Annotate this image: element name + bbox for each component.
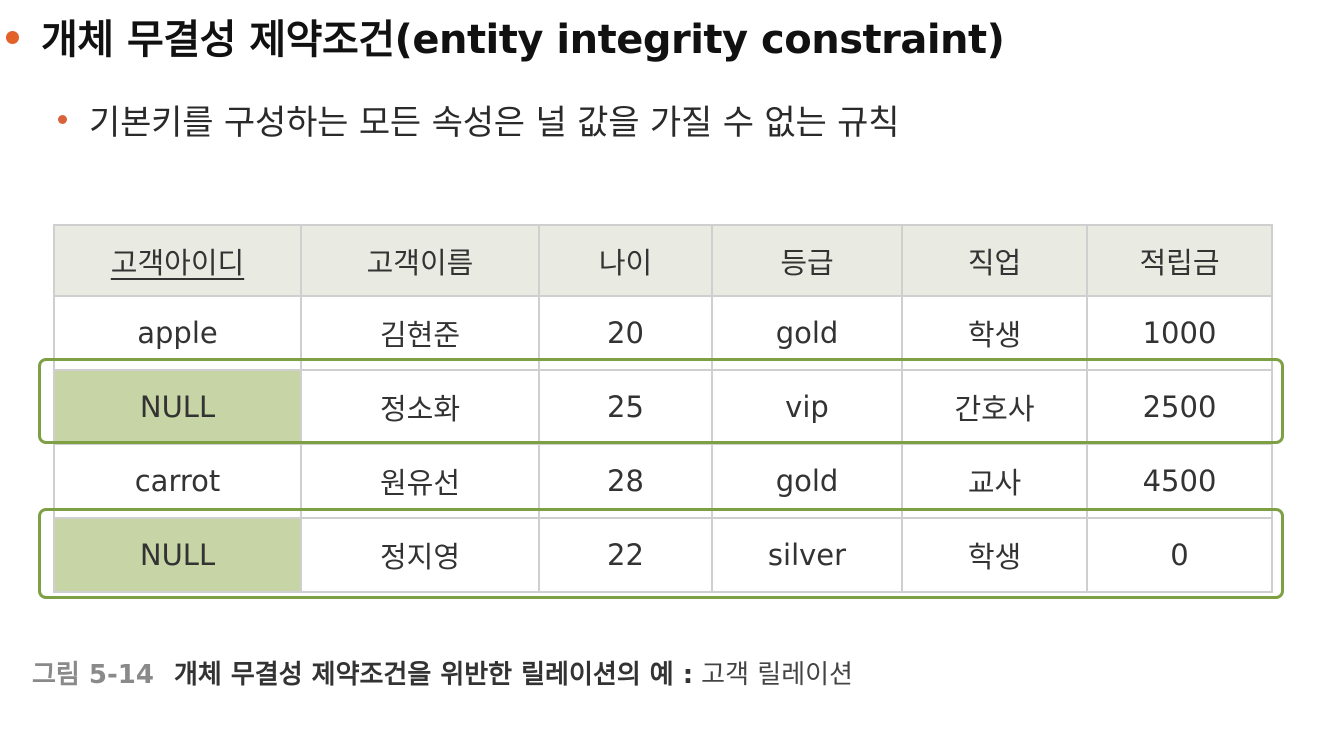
cell-customer-name: 정지영 [300,517,540,593]
header-age: 나이 [538,224,713,297]
cell-customer-id-null: NULL [53,517,302,593]
heading-text: 개체 무결성 제약조건(entity integrity constraint) [41,17,1005,63]
cell-points: 4500 [1086,443,1273,519]
cell-customer-id-null: NULL [53,369,302,445]
table-row: carrot 원유선 28 gold 교사 4500 [53,443,1273,519]
cell-customer-name: 원유선 [300,443,540,519]
cell-grade: gold [711,443,903,519]
cell-customer-name: 김현준 [300,295,540,371]
cell-points: 2500 [1086,369,1273,445]
cell-customer-id: carrot [53,443,302,519]
figure-caption: 그림 5-14 개체 무결성 제약조건을 위반한 릴레이션의 예 : 고객 릴레… [32,648,853,696]
cell-age: 20 [538,295,713,371]
cell-age: 28 [538,443,713,519]
customer-relation-table: 고객아이디 고객이름 나이 등급 직업 적립금 apple 김현준 20 gol… [53,224,1273,593]
cell-points: 1000 [1086,295,1273,371]
figure-subtitle: 고객 릴레이션 [701,659,853,690]
table-row-violation: NULL 정지영 22 silver 학생 0 [53,517,1273,593]
cell-age: 22 [538,517,713,593]
cell-job: 교사 [901,443,1088,519]
subheading-text: 기본키를 구성하는 모든 속성은 널 값을 가질 수 없는 규칙 [89,102,900,143]
header-job: 직업 [901,224,1088,297]
cell-job: 학생 [901,517,1088,593]
header-points: 적립금 [1086,224,1273,297]
cell-job: 학생 [901,295,1088,371]
cell-customer-name: 정소화 [300,369,540,445]
table-row-violation: NULL 정소화 25 vip 간호사 2500 [53,369,1273,445]
cell-customer-id: apple [53,295,302,371]
sub-bullet-icon [58,114,67,124]
cell-points: 0 [1086,517,1273,593]
header-customer-id: 고객아이디 [53,224,302,297]
cell-job: 간호사 [901,369,1088,445]
table-header-row: 고객아이디 고객이름 나이 등급 직업 적립금 [53,224,1273,297]
header-grade: 등급 [711,224,903,297]
cell-grade: silver [711,517,903,593]
bullet-icon [6,30,19,44]
table-row: apple 김현준 20 gold 학생 1000 [53,295,1273,371]
slide-subheading: 기본키를 구성하는 모든 속성은 널 값을 가질 수 없는 규칙 [58,92,900,146]
figure-title: 개체 무결성 제약조건을 위반한 릴레이션의 예 : [173,659,694,690]
primary-key-label: 고객아이디 [110,245,245,280]
cell-grade: vip [711,369,903,445]
cell-grade: gold [711,295,903,371]
slide-heading: 개체 무결성 제약조건(entity integrity constraint) [6,8,1005,64]
cell-age: 25 [538,369,713,445]
figure-number: 그림 5-14 [32,659,154,690]
header-customer-name: 고객이름 [300,224,540,297]
